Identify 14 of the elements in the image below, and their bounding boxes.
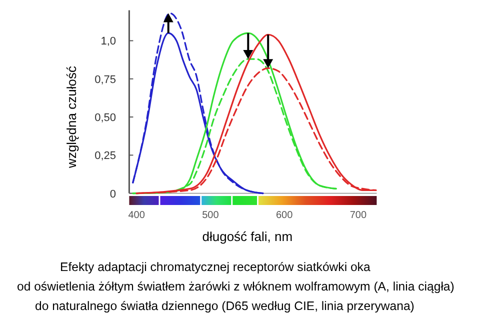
text: Efekty adaptacji chromatycznej receptorów siatkówki oka	[60, 260, 370, 274]
x-tick-label: 500	[202, 210, 220, 221]
x-tick-label: 700	[350, 210, 368, 221]
y-axis-title: względna czułość	[64, 66, 79, 169]
y-tick-label: 0,50	[94, 112, 116, 124]
y-tick-label: 0,25	[94, 150, 116, 162]
y-tick-label: 0	[110, 188, 116, 200]
y-tick-label: 1,0	[100, 36, 116, 48]
x-axis-title: długość fali, nm	[202, 229, 293, 244]
text: do naturalnego światła dziennego (D65 według CIE, linia przerywana)	[35, 299, 414, 313]
y-tick-label: 0,75	[94, 74, 116, 86]
x-tick-label: 400	[128, 210, 146, 221]
x-tick-label: 600	[276, 210, 294, 221]
text: od oświetlenia żółtym światłem żarówki z włóknem wolframowym (A, linia ciągła)	[17, 280, 454, 294]
